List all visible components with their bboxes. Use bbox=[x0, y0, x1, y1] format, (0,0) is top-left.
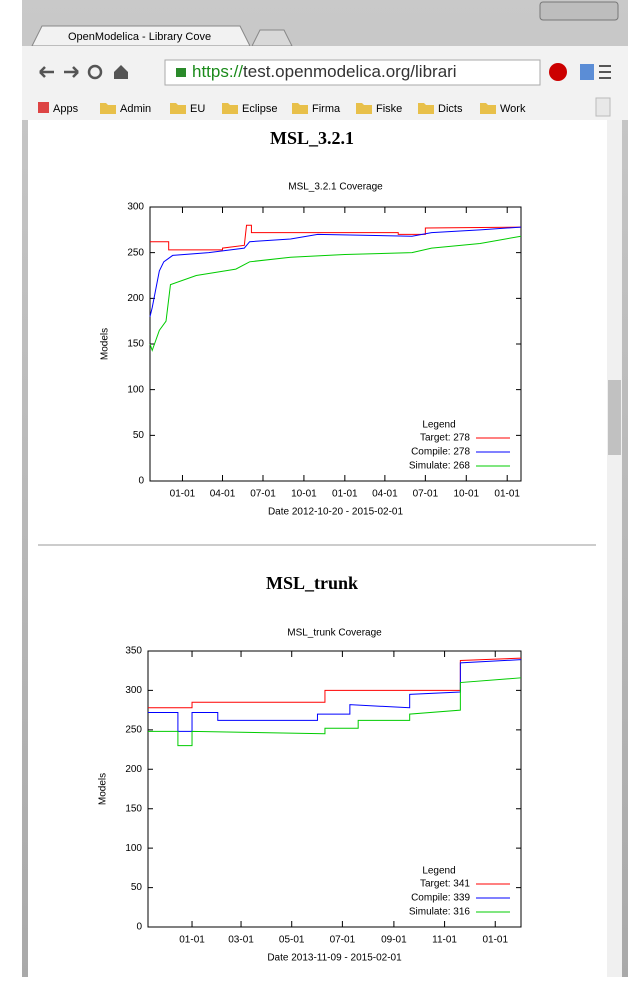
x-tick-label: 01-01 bbox=[494, 489, 520, 500]
bookmark[interactable]: Admin bbox=[120, 103, 151, 115]
url: https://test.openmodelica.org/librari bbox=[192, 62, 457, 81]
legend-label: Simulate: 268 bbox=[409, 461, 471, 472]
x-tick-label: 04-01 bbox=[210, 489, 236, 500]
ext-icon[interactable] bbox=[549, 63, 567, 81]
page: OpenModelica - Library Cove https://test… bbox=[0, 0, 630, 977]
legend-label: Target: 341 bbox=[420, 879, 470, 890]
x-tick-label: 07-01 bbox=[413, 489, 439, 500]
y-axis-label: Models bbox=[98, 773, 109, 805]
x-tick-label: 10-01 bbox=[453, 489, 479, 500]
y-tick-label: 250 bbox=[125, 724, 142, 735]
x-tick-label: 07-01 bbox=[250, 489, 276, 500]
chart-title: MSL_3.2.1 Coverage bbox=[288, 182, 383, 193]
window-buttons[interactable] bbox=[540, 2, 618, 20]
x-tick-label: 03-01 bbox=[228, 935, 254, 946]
ext-icon[interactable] bbox=[580, 64, 594, 80]
y-tick-label: 150 bbox=[125, 803, 142, 814]
screen: OpenModelica - Library Cove https://test… bbox=[0, 0, 630, 977]
bookmark[interactable]: Fiske bbox=[376, 103, 402, 115]
section-heading: MSL_3.2.1 bbox=[270, 128, 354, 148]
x-tick-label: 05-01 bbox=[279, 935, 305, 946]
legend-label: Target: 278 bbox=[420, 433, 470, 444]
bookmark[interactable]: Eclipse bbox=[242, 103, 277, 115]
more-bookmarks[interactable] bbox=[596, 98, 610, 116]
legend-title: Legend bbox=[422, 420, 455, 431]
x-tick-label: 01-01 bbox=[170, 489, 196, 500]
y-tick-label: 300 bbox=[127, 202, 144, 213]
x-tick-label: 11-01 bbox=[432, 935, 457, 946]
bookmark[interactable]: Dicts bbox=[438, 103, 463, 115]
y-tick-label: 0 bbox=[138, 476, 144, 487]
y-tick-label: 300 bbox=[125, 685, 142, 696]
tab-title: OpenModelica - Library Cove bbox=[68, 31, 211, 43]
section-heading: MSL_trunk bbox=[266, 573, 358, 593]
y-tick-label: 0 bbox=[136, 922, 142, 933]
x-tick-label: 10-01 bbox=[291, 489, 317, 500]
x-tick-label: 09-01 bbox=[381, 935, 407, 946]
y-tick-label: 150 bbox=[127, 339, 144, 350]
x-tick-label: 01-01 bbox=[332, 489, 358, 500]
y-tick-label: 100 bbox=[127, 384, 144, 395]
bookmark[interactable]: Firma bbox=[312, 103, 341, 115]
x-tick-label: 04-01 bbox=[372, 489, 398, 500]
url-scheme: https:// bbox=[192, 62, 243, 81]
legend-label: Simulate: 316 bbox=[409, 907, 471, 918]
scrollbar[interactable] bbox=[607, 120, 622, 977]
bookmark[interactable]: Apps bbox=[53, 103, 79, 115]
legend-label: Compile: 278 bbox=[411, 447, 470, 458]
x-tick-label: 07-01 bbox=[330, 935, 356, 946]
y-tick-label: 50 bbox=[131, 882, 143, 893]
bookmark[interactable]: EU bbox=[190, 103, 205, 115]
y-tick-label: 250 bbox=[127, 247, 144, 258]
apps-icon bbox=[38, 102, 49, 113]
y-tick-label: 350 bbox=[125, 646, 142, 657]
x-axis-label: Date 2013-11-09 - 2015-02-01 bbox=[267, 953, 402, 964]
x-tick-label: 01-01 bbox=[482, 935, 508, 946]
lock bbox=[176, 68, 186, 77]
y-tick-label: 100 bbox=[125, 843, 142, 854]
y-axis-label: Models bbox=[100, 328, 111, 360]
y-tick-label: 50 bbox=[133, 430, 145, 441]
x-tick-label: 01-01 bbox=[179, 935, 205, 946]
y-tick-label: 200 bbox=[125, 764, 142, 775]
url-rest: test.openmodelica.org/librari bbox=[243, 62, 457, 81]
scroll-thumb[interactable] bbox=[608, 380, 621, 455]
x-axis-label: Date 2012-10-20 - 2015-02-01 bbox=[268, 507, 404, 518]
legend-label: Compile: 339 bbox=[411, 893, 470, 904]
chart-title: MSL_trunk Coverage bbox=[287, 628, 382, 639]
bookmark[interactable]: Work bbox=[500, 103, 526, 115]
legend-title: Legend bbox=[422, 866, 455, 877]
y-tick-label: 200 bbox=[127, 293, 144, 304]
